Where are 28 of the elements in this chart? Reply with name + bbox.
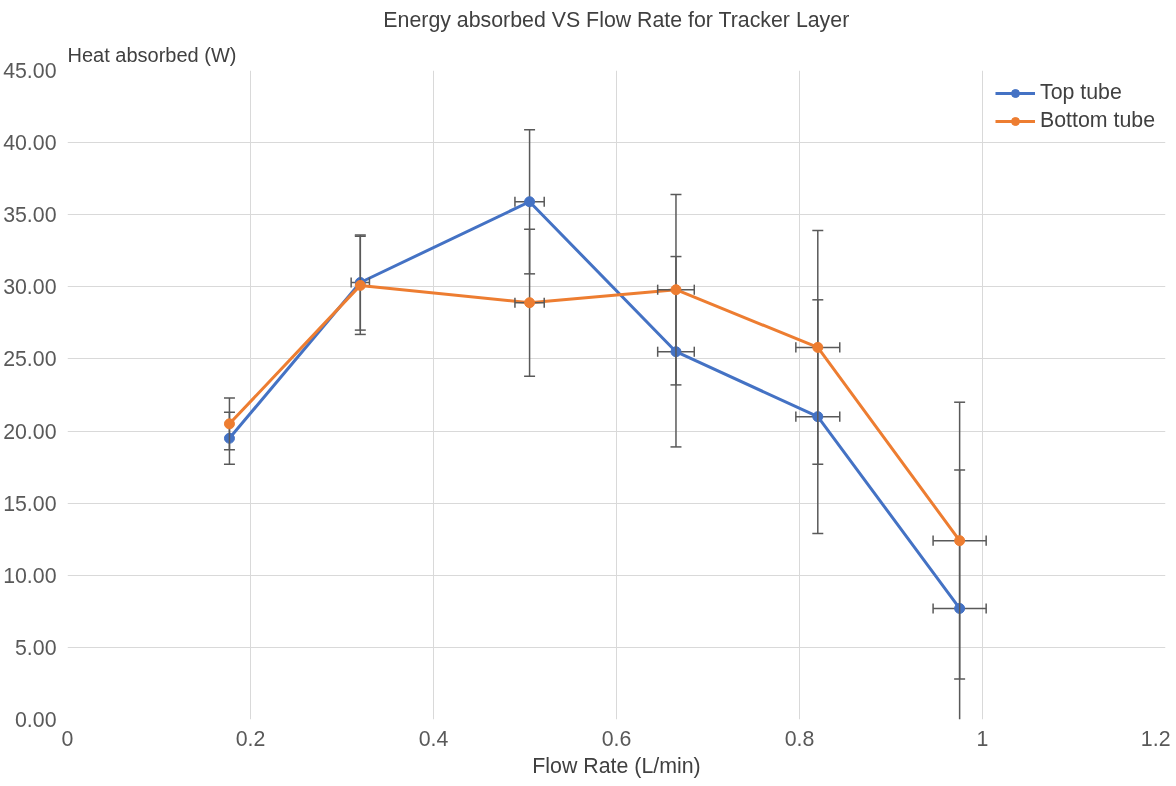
- point: [524, 196, 536, 208]
- x-tick-label: 1: [976, 726, 989, 751]
- x-tick-label: 0.4: [418, 726, 449, 751]
- x-tick-label: 0.8: [784, 726, 815, 751]
- chart-title: Energy absorbed VS Flow Rate for Tracker Layer: [383, 7, 850, 32]
- point: [812, 341, 824, 353]
- x-tick-label: 1.2: [1140, 726, 1171, 751]
- x-tick-label: 0.6: [601, 726, 632, 751]
- y-tick-label: 30.00: [3, 275, 57, 300]
- y-axis-title: Heat absorbed (W): [67, 43, 237, 66]
- legend-label: Bottom tube: [1039, 108, 1155, 133]
- x-axis-title: Flow Rate (L/min): [532, 753, 701, 778]
- x-tick-label: 0.2: [235, 726, 266, 751]
- y-tick-label: 20.00: [3, 419, 57, 444]
- y-tick-label: 10.00: [3, 563, 57, 588]
- y-tick-label: 15.00: [3, 491, 57, 516]
- y-tick-label: 25.00: [3, 347, 57, 372]
- point: [524, 297, 536, 309]
- point: [670, 284, 682, 296]
- y-tick-label: 0.00: [14, 708, 57, 732]
- x-tick-label: 0: [61, 726, 74, 751]
- y-tick-label: 5.00: [14, 635, 57, 660]
- legend-label: Top tube: [1039, 80, 1122, 105]
- y-tick-label: 45.00: [3, 59, 57, 83]
- y-tick-label: 40.00: [3, 131, 57, 156]
- point: [954, 535, 966, 547]
- y-tick-label: 35.00: [3, 203, 57, 228]
- point: [223, 418, 235, 430]
